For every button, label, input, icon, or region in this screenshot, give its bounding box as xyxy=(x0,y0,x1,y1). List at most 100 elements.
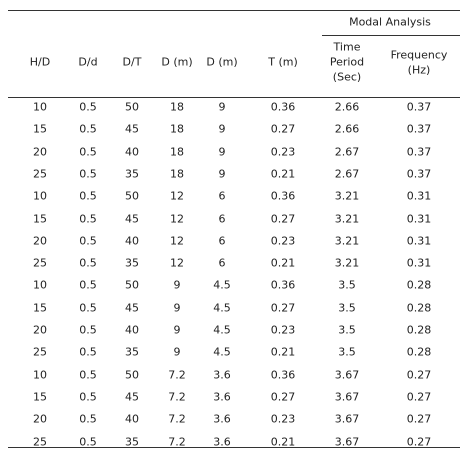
group-rule xyxy=(322,35,460,36)
top-rule xyxy=(8,10,460,11)
table-cell: 35 xyxy=(125,435,139,448)
table-cell: 6 xyxy=(218,234,226,248)
table-cell: 0.5 xyxy=(79,301,97,315)
table-cell: 0.36 xyxy=(270,368,296,382)
table-cell: 35 xyxy=(125,256,139,270)
table-cell: 0.37 xyxy=(406,145,432,159)
table-cell: 0.5 xyxy=(79,145,97,159)
table-cell: 3.5 xyxy=(338,345,356,359)
table-cell: 0.5 xyxy=(79,345,97,359)
table-cell: 0.28 xyxy=(406,323,432,337)
table-cell: 0.5 xyxy=(79,278,97,292)
table-cell: 25 xyxy=(33,345,47,359)
table-cell: 15 xyxy=(33,122,47,136)
table-cell: 6 xyxy=(218,189,226,203)
table-cell: 0.5 xyxy=(79,256,97,270)
table-cell: 3.6 xyxy=(213,390,231,404)
table-cell: 9 xyxy=(218,167,226,181)
table-cell: 20 xyxy=(33,412,47,426)
table-cell: 0.5 xyxy=(79,435,97,448)
table-cell: 4.5 xyxy=(213,278,231,292)
table-cell: 0.5 xyxy=(79,167,97,181)
table-cell: 12 xyxy=(170,189,184,203)
table-cell: 35 xyxy=(125,167,139,181)
column-header: (Hz) xyxy=(407,63,431,76)
table-cell: 0.27 xyxy=(406,390,432,404)
table-cell: 0.27 xyxy=(270,212,296,225)
column-header: Period xyxy=(329,55,365,69)
table-cell: 0.23 xyxy=(270,234,296,248)
table-cell: 0.5 xyxy=(79,189,97,203)
table-cell: 3.6 xyxy=(213,412,231,426)
table-cell: 2.66 xyxy=(334,122,360,136)
table-cell: 15 xyxy=(33,390,47,404)
table-cell: 9 xyxy=(218,145,226,159)
table-cell: 45 xyxy=(125,390,139,404)
table-cell: 0.21 xyxy=(270,167,296,181)
table-cell: 3.67 xyxy=(334,390,360,404)
table-cell: 0.28 xyxy=(406,345,432,359)
table-cell: 2.66 xyxy=(334,100,360,114)
table-cell: 18 xyxy=(170,100,184,114)
table-cell: 15 xyxy=(33,301,47,315)
table-cell: 0.28 xyxy=(406,301,432,315)
table-cell: 0.5 xyxy=(79,234,97,248)
table-cell: 25 xyxy=(33,167,47,181)
table-cell: 15 xyxy=(33,212,47,225)
table-cell: 20 xyxy=(33,234,47,248)
table-cell: 3.5 xyxy=(338,301,356,315)
column-header: (Sec) xyxy=(332,70,362,84)
table-cell: 4.5 xyxy=(213,345,231,359)
table-cell: 20 xyxy=(33,145,47,159)
table-cell: 12 xyxy=(170,234,184,248)
table-cell: 2.67 xyxy=(334,167,360,181)
table-cell: 0.27 xyxy=(270,390,296,404)
column-header: D/d xyxy=(78,55,98,69)
table-cell: 0.5 xyxy=(79,368,97,382)
table-cell: 10 xyxy=(33,100,47,114)
table-cell: 0.5 xyxy=(79,323,97,337)
table-cell: 4.5 xyxy=(213,301,231,315)
table-cell: 3.21 xyxy=(334,234,360,248)
bottom-rule xyxy=(8,447,460,448)
column-header: T (m) xyxy=(268,55,298,69)
table-cell: 0.5 xyxy=(79,100,97,114)
table-cell: 45 xyxy=(125,212,139,225)
table-cell: 18 xyxy=(170,167,184,181)
table-cell: 0.37 xyxy=(406,100,432,114)
table-cell: 0.31 xyxy=(406,256,432,270)
table-cell: 6 xyxy=(218,256,226,270)
table-cell: 3.6 xyxy=(213,368,231,382)
column-header: D (m) xyxy=(206,55,238,69)
table-cell: 0.28 xyxy=(406,278,432,292)
table-cell: 9 xyxy=(173,345,181,359)
table-cell: 3.5 xyxy=(338,278,356,292)
table-cell: 7.2 xyxy=(168,368,186,382)
table-cell: 9 xyxy=(173,301,181,315)
table-cell: 7.2 xyxy=(168,390,186,404)
table-cell: 10 xyxy=(33,189,47,203)
table-cell: 3.21 xyxy=(334,212,360,225)
table-cell: 0.23 xyxy=(270,145,296,159)
table-cell: 0.27 xyxy=(270,301,296,315)
table-cell: 9 xyxy=(173,323,181,337)
table-cell: 0.23 xyxy=(270,323,296,337)
table-cell: 0.27 xyxy=(270,122,296,136)
table-cell: 0.27 xyxy=(406,412,432,426)
column-header: D/T xyxy=(122,55,142,69)
table-cell: 0.21 xyxy=(270,345,296,359)
table-cell: 0.27 xyxy=(406,435,432,448)
table-cell: 3.67 xyxy=(334,435,360,448)
column-header: Time xyxy=(333,40,361,54)
table-cell: 4.5 xyxy=(213,323,231,337)
table-cell: 25 xyxy=(33,435,47,448)
table-cell: 0.21 xyxy=(270,256,296,270)
table-cell: 0.27 xyxy=(406,368,432,382)
table-cell: 18 xyxy=(170,145,184,159)
table-cell: 3.5 xyxy=(338,323,356,337)
table-cell: 7.2 xyxy=(168,435,186,448)
table-cell: 0.5 xyxy=(79,122,97,136)
table-cell: 25 xyxy=(33,256,47,270)
table-cell: 45 xyxy=(125,122,139,136)
